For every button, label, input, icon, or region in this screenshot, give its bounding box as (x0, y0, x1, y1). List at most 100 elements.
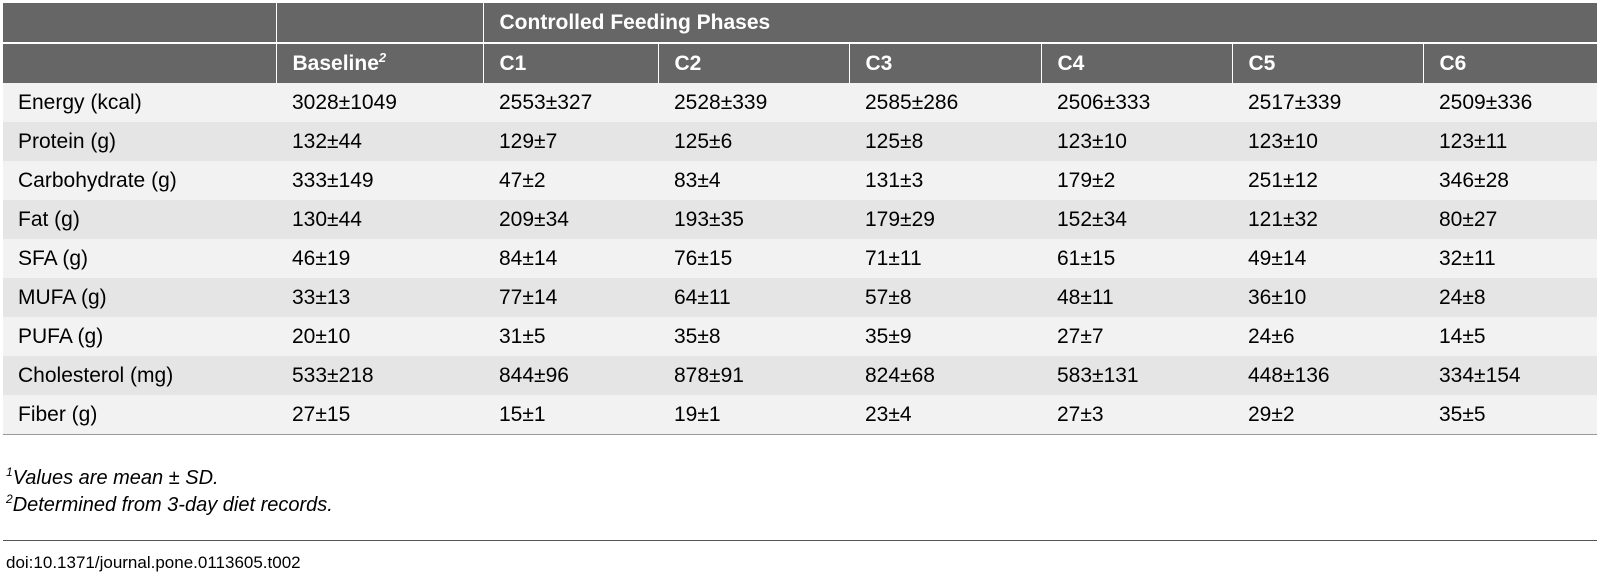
row-label: Cholesterol (mg) (3, 356, 276, 395)
column-header-c6: C6 (1422, 43, 1598, 83)
table-cell: 23±4 (849, 395, 1041, 435)
table-cell: 15±1 (483, 395, 658, 435)
footnote-marker: 2 (6, 492, 13, 506)
table-row: SFA (g) 46±19 84±14 76±15 71±11 61±15 49±14 32±… (3, 239, 1598, 278)
footnote-2: 2Determined from 3-day diet records. (6, 492, 333, 519)
table-cell: 2553±327 (483, 83, 658, 122)
table-cell: 3028±1049 (276, 83, 483, 122)
column-header-c3: C3 (848, 43, 1041, 83)
table-cell: 533±218 (276, 356, 483, 395)
table-row: PUFA (g) 20±10 31±5 35±8 35±9 27±7 24±6 14±5 (3, 317, 1598, 356)
table-cell: 193±35 (658, 200, 849, 239)
table-row: Fat (g) 130±44 209±34 193±35 179±29 152±34 121… (3, 200, 1598, 239)
table-cell: 878±91 (658, 356, 849, 395)
table-row: Protein (g) 132±44 129±7 125±6 125±8 123±10 12… (3, 122, 1598, 161)
table-cell: 2509±336 (1423, 83, 1598, 122)
table-cell: 29±2 (1232, 395, 1423, 435)
row-label: SFA (g) (3, 239, 276, 278)
table-cell: 209±34 (483, 200, 658, 239)
table-cell: 251±12 (1232, 161, 1423, 200)
table-cell: 333±149 (276, 161, 483, 200)
table-cell: 346±28 (1423, 161, 1598, 200)
table-cell: 32±11 (1423, 239, 1598, 278)
table-cell: 129±7 (483, 122, 658, 161)
table-cell: 448±136 (1232, 356, 1423, 395)
table-cell: 132±44 (276, 122, 483, 161)
table-cell: 77±14 (483, 278, 658, 317)
column-header-c4: C4 (1040, 43, 1232, 83)
table-cell: 2506±333 (1041, 83, 1232, 122)
table-cell: 46±19 (276, 239, 483, 278)
table-row: Carbohydrate (g) 333±149 47±2 83±4 131±3 179±… (3, 161, 1598, 200)
table-cell: 179±2 (1041, 161, 1232, 200)
table-cell: 131±3 (849, 161, 1041, 200)
table-cell: 125±6 (658, 122, 849, 161)
table-cell: 824±68 (849, 356, 1041, 395)
table-cell: 83±4 (658, 161, 849, 200)
footnote-marker: 1 (6, 465, 13, 479)
table-cell: 24±6 (1232, 317, 1423, 356)
nutrient-intake-table: Controlled Feeding Phases Baseline2 C1 C… (3, 3, 1598, 435)
table-footnotes: 1Values are mean ± SD. 2Determined from … (6, 465, 333, 519)
column-header-c5: C5 (1231, 43, 1423, 83)
row-label: Fat (g) (3, 200, 276, 239)
table-cell: 20±10 (276, 317, 483, 356)
table-cell: 152±34 (1041, 200, 1232, 239)
table-cell: 123±11 (1423, 122, 1598, 161)
table-cell: 2517±339 (1232, 83, 1423, 122)
table-cell: 179±29 (849, 200, 1041, 239)
table-cell: 47±2 (483, 161, 658, 200)
table-cell: 35±5 (1423, 395, 1598, 435)
table-cell: 27±7 (1041, 317, 1232, 356)
footnote-1: 1Values are mean ± SD. (6, 465, 333, 492)
header-column-row: Baseline2 C1 C2 C3 C4 C5 C6 (3, 43, 1598, 83)
table-cell: 27±3 (1041, 395, 1232, 435)
table-cell: 36±10 (1232, 278, 1423, 317)
column-header-c1: C1 (482, 43, 658, 83)
table-cell: 14±5 (1423, 317, 1598, 356)
table-cell: 33±13 (276, 278, 483, 317)
table-cell: 61±15 (1041, 239, 1232, 278)
header-empty-cell (3, 3, 276, 44)
table-cell: 76±15 (658, 239, 849, 278)
row-label: Carbohydrate (g) (3, 161, 276, 200)
table-cell: 35±9 (849, 317, 1041, 356)
baseline-label: Baseline (292, 51, 379, 75)
table-cell: 121±32 (1232, 200, 1423, 239)
table-cell: 123±10 (1232, 122, 1423, 161)
header-group-row: Controlled Feeding Phases (3, 3, 1598, 44)
table-cell: 35±8 (658, 317, 849, 356)
table-cell: 583±131 (1041, 356, 1232, 395)
table-row: Cholesterol (mg) 533±218 844±96 878±91 824±6… (3, 356, 1598, 395)
table-body: Energy (kcal) 3028±1049 2553±327 2528±339 25… (3, 83, 1598, 435)
table-row: Fiber (g) 27±15 15±1 19±1 23±4 27±3 29±2 35±5 (3, 395, 1598, 435)
row-label: Protein (g) (3, 122, 276, 161)
table-cell: 27±15 (276, 395, 483, 435)
table-cell: 64±11 (658, 278, 849, 317)
column-header-baseline: Baseline2 (275, 43, 483, 83)
header-empty-cell (275, 3, 483, 44)
table-cell: 49±14 (1232, 239, 1423, 278)
table-cell: 84±14 (483, 239, 658, 278)
divider-rule (3, 540, 1597, 541)
table-cell: 31±5 (483, 317, 658, 356)
table-cell: 844±96 (483, 356, 658, 395)
column-header-c2: C2 (657, 43, 849, 83)
header-empty-cell (3, 43, 276, 83)
nutrient-table-container: Controlled Feeding Phases Baseline2 C1 C… (3, 3, 1598, 435)
table-cell: 48±11 (1041, 278, 1232, 317)
table-row: Energy (kcal) 3028±1049 2553±327 2528±339 25… (3, 83, 1598, 122)
table-cell: 125±8 (849, 122, 1041, 161)
doi-label: doi:10.1371/journal.pone.0113605.t002 (6, 553, 301, 572)
footnote-marker: 2 (378, 49, 387, 65)
table-cell: 19±1 (658, 395, 849, 435)
controlled-feeding-group-header: Controlled Feeding Phases (482, 3, 1598, 44)
table-cell: 80±27 (1423, 200, 1598, 239)
footnote-text: Values are mean ± SD. (12, 467, 219, 489)
table-cell: 2585±286 (849, 83, 1041, 122)
row-label: PUFA (g) (3, 317, 276, 356)
row-label: Energy (kcal) (3, 83, 276, 122)
footnote-text: Determined from 3-day diet records. (12, 494, 333, 516)
table-cell: 71±11 (849, 239, 1041, 278)
table-cell: 57±8 (849, 278, 1041, 317)
